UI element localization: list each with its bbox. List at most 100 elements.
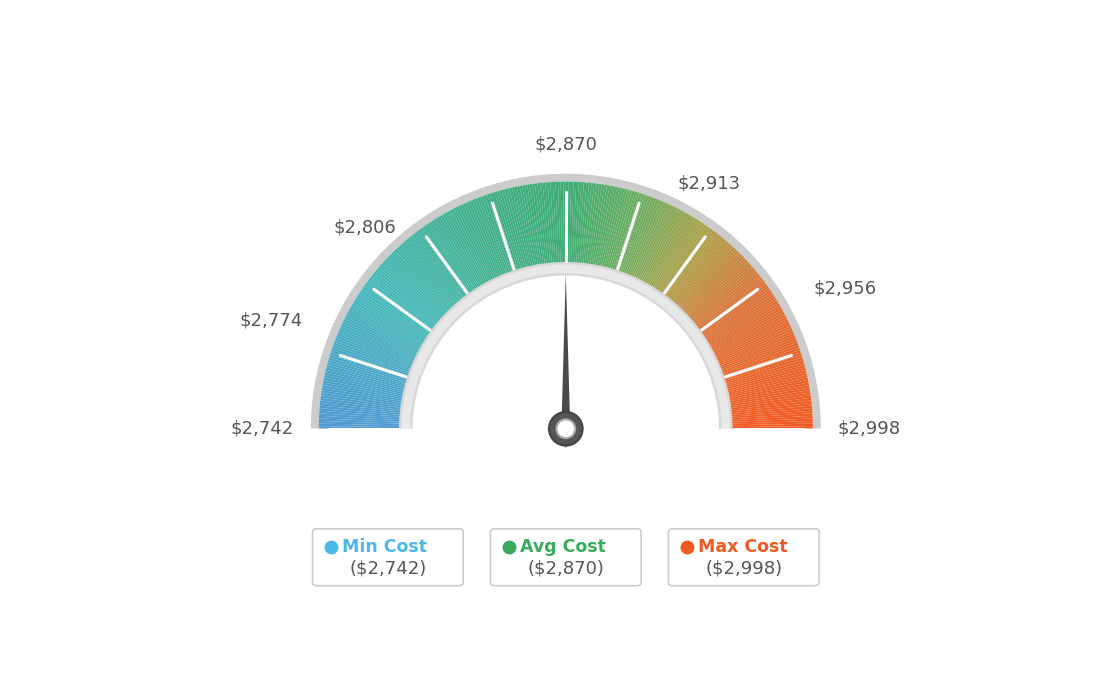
Wedge shape bbox=[711, 353, 802, 383]
Wedge shape bbox=[320, 400, 414, 413]
Wedge shape bbox=[321, 388, 415, 405]
Wedge shape bbox=[629, 204, 671, 290]
Text: $2,774: $2,774 bbox=[240, 311, 304, 329]
Wedge shape bbox=[578, 183, 590, 276]
Wedge shape bbox=[718, 393, 810, 408]
Wedge shape bbox=[440, 215, 489, 297]
Wedge shape bbox=[499, 190, 527, 282]
Wedge shape bbox=[379, 266, 450, 328]
Wedge shape bbox=[665, 240, 728, 313]
Wedge shape bbox=[588, 184, 605, 277]
Wedge shape bbox=[346, 314, 431, 359]
Wedge shape bbox=[434, 219, 485, 299]
Wedge shape bbox=[341, 324, 427, 365]
Wedge shape bbox=[719, 403, 811, 414]
Wedge shape bbox=[701, 314, 786, 359]
Wedge shape bbox=[567, 181, 571, 275]
Wedge shape bbox=[425, 224, 479, 303]
Wedge shape bbox=[718, 398, 811, 411]
Wedge shape bbox=[423, 226, 478, 304]
Wedge shape bbox=[633, 206, 676, 292]
Wedge shape bbox=[364, 284, 442, 340]
Wedge shape bbox=[402, 241, 466, 314]
Wedge shape bbox=[672, 250, 739, 319]
Wedge shape bbox=[704, 324, 790, 365]
Wedge shape bbox=[719, 421, 813, 426]
Wedge shape bbox=[344, 317, 429, 361]
Wedge shape bbox=[512, 187, 534, 279]
Wedge shape bbox=[716, 382, 809, 402]
Wedge shape bbox=[611, 193, 639, 283]
Wedge shape bbox=[465, 202, 505, 289]
Wedge shape bbox=[656, 229, 713, 306]
Wedge shape bbox=[412, 233, 471, 308]
Wedge shape bbox=[572, 182, 578, 276]
Wedge shape bbox=[719, 418, 813, 424]
Wedge shape bbox=[671, 248, 736, 318]
Wedge shape bbox=[342, 322, 428, 364]
Wedge shape bbox=[597, 187, 619, 279]
Wedge shape bbox=[682, 267, 754, 330]
Wedge shape bbox=[687, 277, 763, 336]
Wedge shape bbox=[712, 355, 803, 384]
Wedge shape bbox=[502, 190, 528, 281]
Wedge shape bbox=[667, 244, 731, 315]
Wedge shape bbox=[522, 185, 540, 278]
Wedge shape bbox=[707, 333, 795, 371]
Wedge shape bbox=[355, 296, 436, 348]
Wedge shape bbox=[359, 292, 438, 345]
Wedge shape bbox=[655, 227, 711, 305]
Wedge shape bbox=[657, 230, 715, 307]
Wedge shape bbox=[571, 181, 576, 276]
Wedge shape bbox=[634, 208, 678, 293]
Wedge shape bbox=[716, 385, 809, 403]
Wedge shape bbox=[616, 195, 649, 284]
Wedge shape bbox=[339, 328, 426, 368]
Wedge shape bbox=[676, 256, 744, 323]
Wedge shape bbox=[599, 188, 623, 279]
Text: $2,913: $2,913 bbox=[678, 175, 741, 193]
Wedge shape bbox=[497, 190, 524, 282]
Wedge shape bbox=[697, 301, 778, 351]
Wedge shape bbox=[700, 310, 784, 356]
Wedge shape bbox=[322, 382, 415, 402]
Wedge shape bbox=[711, 348, 800, 380]
Wedge shape bbox=[348, 310, 432, 356]
Wedge shape bbox=[335, 340, 423, 375]
Polygon shape bbox=[561, 273, 571, 448]
Wedge shape bbox=[709, 338, 796, 374]
Wedge shape bbox=[416, 230, 475, 307]
Wedge shape bbox=[517, 186, 537, 279]
Text: ($2,870): ($2,870) bbox=[528, 560, 604, 578]
Wedge shape bbox=[360, 290, 439, 344]
Wedge shape bbox=[596, 186, 617, 279]
Wedge shape bbox=[561, 181, 564, 275]
Wedge shape bbox=[363, 286, 440, 342]
Wedge shape bbox=[365, 282, 443, 339]
Wedge shape bbox=[558, 181, 563, 275]
Wedge shape bbox=[714, 365, 805, 391]
Wedge shape bbox=[368, 279, 444, 337]
Wedge shape bbox=[595, 186, 615, 279]
Wedge shape bbox=[713, 359, 804, 388]
Wedge shape bbox=[319, 411, 413, 419]
Wedge shape bbox=[418, 229, 476, 306]
Wedge shape bbox=[331, 350, 421, 382]
Wedge shape bbox=[548, 182, 556, 276]
Wedge shape bbox=[719, 424, 813, 427]
Wedge shape bbox=[540, 183, 551, 277]
Wedge shape bbox=[713, 362, 805, 389]
Wedge shape bbox=[714, 370, 806, 394]
Wedge shape bbox=[338, 331, 425, 369]
Wedge shape bbox=[574, 182, 582, 276]
Wedge shape bbox=[436, 217, 487, 299]
Wedge shape bbox=[482, 195, 516, 284]
Wedge shape bbox=[701, 312, 785, 358]
Wedge shape bbox=[696, 296, 776, 348]
Wedge shape bbox=[352, 303, 434, 352]
Wedge shape bbox=[639, 213, 687, 295]
Text: Max Cost: Max Cost bbox=[698, 538, 787, 556]
Wedge shape bbox=[709, 340, 797, 375]
Wedge shape bbox=[319, 424, 413, 427]
Wedge shape bbox=[675, 254, 742, 322]
